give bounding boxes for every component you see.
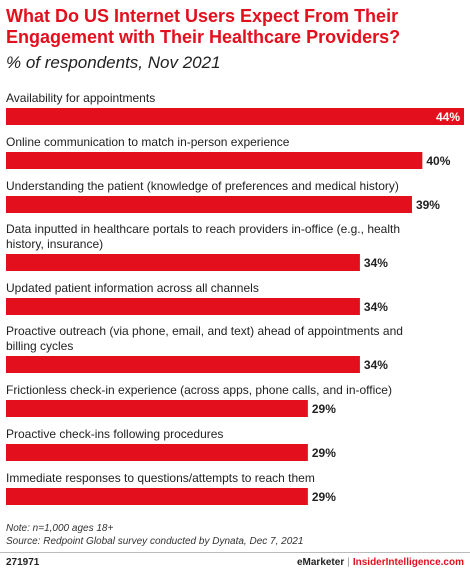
bar [6,254,360,271]
category-label: Updated patient information across all c… [6,281,259,295]
source-text: Source: Redpoint Global survey conducted… [6,536,304,547]
bar [6,356,360,373]
category-label: history, insurance) [6,237,103,251]
category-label: Online communication to match in-person … [6,135,290,149]
value-label: 40% [426,154,450,168]
brand: eMarketer | InsiderIntelligence.com [297,557,464,568]
bar [6,196,412,213]
value-label: 34% [364,358,388,372]
value-label: 29% [312,402,336,416]
brand-emarketer: eMarketer [296,557,345,568]
category-label: billing cycles [6,339,73,353]
value-label: 34% [364,300,388,314]
bar [6,152,423,169]
chart-id: 271971 [6,557,40,568]
value-label: 29% [312,446,336,460]
category-label: Understanding the patient (knowledge of … [6,179,399,193]
category-label: Availability for appointments [6,91,155,105]
brand-insider-intelligence: InsiderIntelligence.com [352,557,464,568]
chart-notes: Note: n=1,000 ages 18+ Source: Redpoint … [6,522,303,548]
bar-chart: Availability for appointments 44% Online c… [6,91,464,505]
value-label: 29% [312,490,336,504]
bar [6,400,308,417]
note-text: Note: n=1,000 ages 18+ [6,523,114,534]
bar [6,444,308,461]
value-label: 44% [436,110,460,124]
brand-separator: | [347,557,350,568]
bar [6,298,360,315]
chart-title: What Do US Internet Users Expect From Th… [6,6,401,47]
chart-subtitle: % of respondents, Nov 2021 [6,53,221,72]
category-label: Frictionless check-in experience (across… [6,383,392,397]
footer: 271971 eMarketer | InsiderIntelligence.com [6,557,464,568]
category-label: Proactive outreach (via phone, email, an… [6,324,403,338]
category-label: Data inputted in healthcare portals to r… [6,222,400,236]
value-label: 34% [364,256,388,270]
value-label: 39% [416,198,440,212]
footer-divider [0,552,470,553]
bar [6,488,308,505]
category-label: Proactive check-ins following procedures [6,427,223,441]
category-label: Immediate responses to questions/attempt… [6,471,315,485]
bar [6,108,464,125]
